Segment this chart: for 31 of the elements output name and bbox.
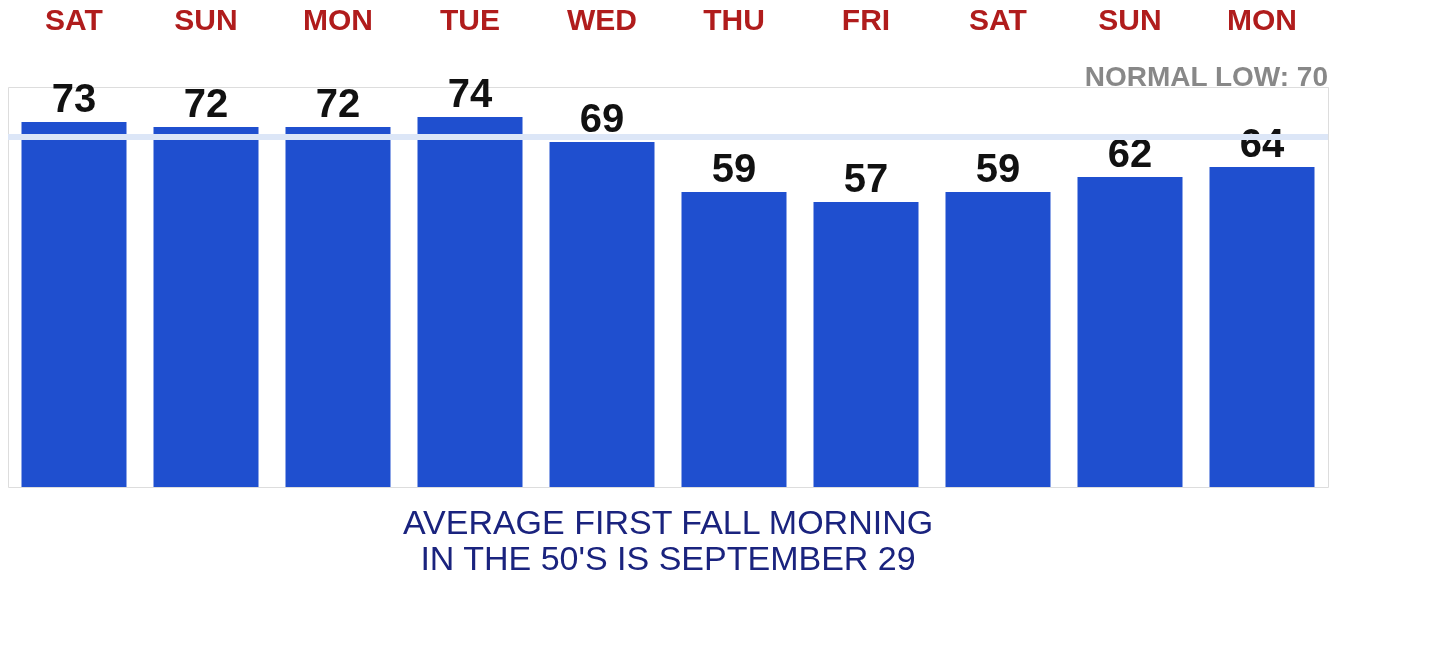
- bar: [681, 192, 787, 487]
- data-label: 59: [975, 146, 1021, 190]
- x-tick-label: SUN: [1098, 2, 1162, 36]
- text: AVERAGE FIRST FALL MORNING IN THE 50'S IS SEPTEMBER 29: [402, 503, 934, 577]
- x-tick-label: FRI: [841, 2, 891, 36]
- bar: [1077, 177, 1183, 487]
- data-label: 74: [447, 71, 493, 115]
- x-tick-label: SAT: [45, 2, 103, 36]
- bar: [945, 192, 1051, 487]
- bar: [21, 122, 127, 487]
- x-tick-label: SUN: [174, 2, 238, 36]
- data-label: 59: [711, 146, 757, 190]
- bar: [1209, 167, 1315, 487]
- x-tick-label: WED: [567, 2, 637, 36]
- data-label: 72: [315, 81, 361, 125]
- x-tick-label: SAT: [969, 2, 1027, 36]
- x-tick-label: MON: [1227, 2, 1297, 36]
- bar: [813, 202, 919, 487]
- data-label: 62: [1107, 131, 1153, 175]
- bar: [417, 117, 523, 487]
- x-tick-label: MON: [303, 2, 373, 36]
- x-tick-label: THU: [703, 2, 765, 36]
- x-tick-label: TUE: [440, 2, 500, 36]
- ref-line-label: NORMAL LOW: 70: [1084, 61, 1328, 92]
- data-label: 69: [579, 96, 625, 140]
- bar: [153, 127, 259, 487]
- data-label: 72: [183, 81, 229, 125]
- bar: [549, 142, 655, 487]
- data-label: 57: [843, 156, 889, 200]
- bar: [285, 127, 391, 487]
- data-label: 73: [51, 76, 97, 120]
